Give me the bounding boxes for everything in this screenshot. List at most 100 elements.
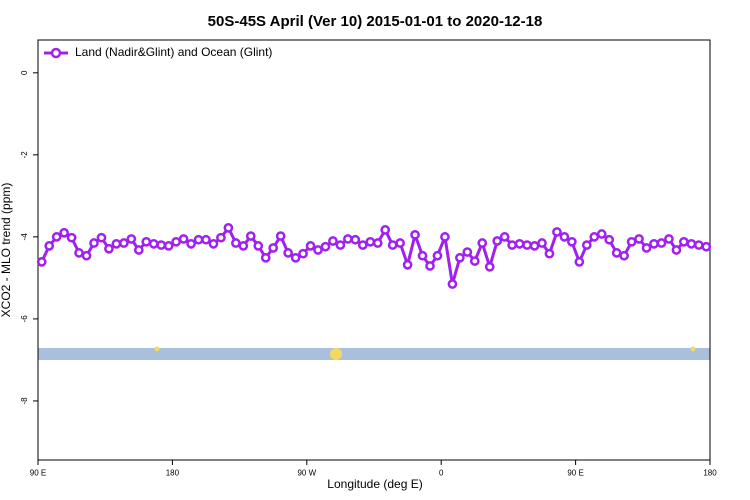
point [156,240,167,250]
point [492,236,503,246]
point [522,240,532,250]
point [357,240,368,250]
point [320,241,331,252]
point [253,241,264,251]
point [447,279,458,289]
point [686,238,697,249]
point [537,238,547,248]
point [484,261,495,272]
point [589,232,600,242]
point [133,245,144,255]
x-tick-label: 180 [703,469,717,478]
point [186,238,196,249]
y-tick-label: 0 [20,70,29,75]
point [231,238,241,248]
point [395,238,405,248]
point [208,238,219,249]
point [656,238,667,248]
point [126,234,137,244]
x-tick-label: 0 [439,469,444,478]
point [574,257,585,267]
y-axis-label: XCO2 - MLO trend (ppm) [0,183,13,318]
x-tick-label: 90 W [297,469,316,478]
point [671,245,682,255]
point [313,245,323,255]
point [440,232,450,242]
point [89,238,99,248]
point [59,227,69,238]
coverage-dot [690,346,696,352]
point [260,252,271,263]
coverage-dot [154,346,160,352]
point [298,248,308,259]
point [425,261,435,271]
point [305,241,316,251]
point [552,227,562,237]
point [402,259,413,270]
x-tick-label: 90 E [30,469,46,478]
point [275,231,286,241]
point [81,250,92,261]
point [223,223,234,233]
point [507,240,517,250]
point [596,229,607,239]
point [664,234,674,244]
point [626,236,637,247]
point [268,243,279,253]
point [51,232,62,242]
plot-layer: 0 -2 -4 -6 -8 90 E 180 90 W 0 90 E 180 Land (Nadir&… [20,45,717,477]
y-tick-label: -6 [20,315,29,323]
legend-marker [50,47,62,59]
coverage-band [38,348,710,360]
point [245,231,256,241]
point [74,248,84,258]
point [432,250,443,261]
point [455,252,465,263]
point [417,250,428,261]
point [611,248,622,258]
point [372,238,383,248]
y-tick-label: -2 [20,151,29,159]
point [171,236,181,247]
point [163,241,174,251]
point [365,236,376,247]
point [462,247,473,257]
point [216,232,226,243]
point [529,241,540,251]
point [581,240,592,250]
y-tick-label: -4 [20,233,29,241]
point [469,256,480,266]
point [380,225,391,235]
legend-label: Land (Nadir&Glint) and Ocean (Glint) [75,45,272,59]
point [141,236,152,247]
point [559,232,570,242]
point [387,240,398,250]
chart-title: 50S-45S April (Ver 10) 2015-01-01 to 202… [208,13,543,30]
coverage-dot [330,348,342,360]
point [201,234,211,245]
point [544,248,555,259]
x-tick-label: 90 E [567,469,583,478]
point [328,236,338,246]
point [193,234,204,245]
point [567,236,577,247]
point [641,243,652,253]
point [343,234,353,244]
point [96,232,107,243]
point [619,250,629,261]
point [238,241,249,251]
point [119,238,129,248]
point [649,238,659,249]
point [410,229,420,240]
point [701,241,712,252]
point [283,248,293,258]
y-tick-label: -8 [20,397,29,405]
point [148,238,159,249]
point [634,234,644,244]
point [44,241,55,251]
point [514,238,525,249]
point [693,240,704,250]
point [604,234,615,245]
